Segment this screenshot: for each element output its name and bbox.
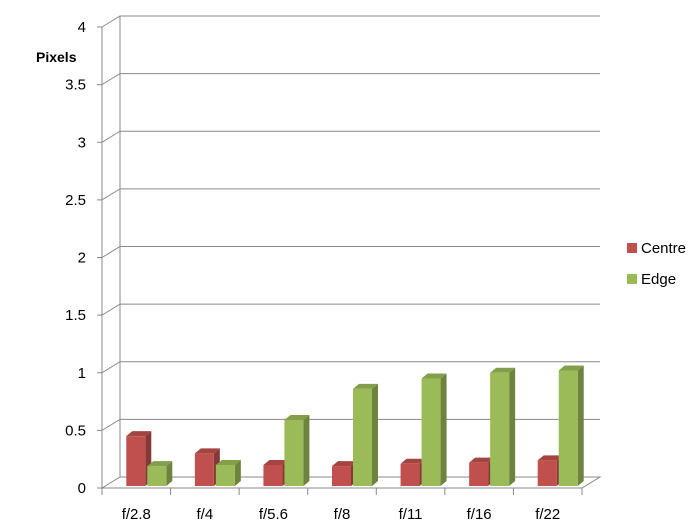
y-tick-label: 0 [78, 480, 86, 497]
x-tick-label: f/16 [467, 506, 492, 523]
x-tick-label: f/5.6 [259, 506, 288, 523]
bar-front [537, 460, 557, 486]
gridline [101, 188, 600, 201]
gridline [101, 361, 600, 374]
legend-item-centre: Centre [627, 240, 686, 257]
bar-top [147, 461, 173, 467]
gridline [101, 303, 600, 316]
y-tick-label: 4 [78, 19, 86, 36]
bar-front [194, 453, 214, 486]
bar-side [577, 365, 584, 486]
chart-walls [100, 16, 602, 489]
legend-label: Centre [641, 240, 686, 257]
bar-edge-f/4 [215, 459, 241, 486]
x-tick-label: f/2.8 [122, 506, 151, 523]
bar-top [421, 373, 447, 379]
y-tick-label: 1 [78, 365, 86, 382]
y-tick-label: 2 [78, 250, 86, 267]
x-tick-label: f/8 [334, 506, 351, 523]
gridline [101, 130, 600, 143]
x-axis-ticks: f/2.8 f/4 f/5.6 f/8 f/11 f/16 f/22 [101, 488, 583, 523]
bar-front [147, 466, 167, 486]
gridline [101, 246, 600, 258]
bar-top [537, 455, 563, 461]
bar-side [234, 459, 241, 486]
bar-front [469, 462, 489, 486]
bar-centre-f/8 [332, 461, 357, 486]
gridline [101, 73, 600, 86]
x-tick-label: f/4 [197, 506, 214, 523]
bar-top [194, 448, 220, 454]
gridline [101, 418, 600, 431]
legend-item-edge: Edge [627, 271, 676, 288]
bar-side [303, 415, 310, 486]
bar-front [400, 463, 420, 486]
bar-edge-f/22 [558, 365, 584, 486]
bar-front [421, 378, 441, 486]
gridlines [101, 15, 600, 431]
bar-side [509, 367, 516, 486]
bar-top [353, 383, 378, 389]
bar-top [215, 459, 241, 465]
bar-top [126, 431, 152, 437]
bar-front [263, 464, 283, 486]
bar-top [469, 457, 495, 463]
bar-top [263, 459, 289, 465]
bar-front [353, 388, 372, 486]
floor [100, 476, 602, 489]
bar-top [400, 458, 426, 464]
bar-edge-f/11 [421, 373, 447, 486]
bar-front [215, 464, 235, 486]
bar-edge-f/8 [353, 383, 378, 486]
gridline [101, 15, 600, 28]
bar-edge-f/16 [490, 367, 516, 486]
y-tick-label: 0.5 [65, 422, 86, 439]
bar-front [126, 436, 146, 486]
bar-top [558, 365, 584, 371]
legend: Centre Edge [627, 240, 686, 288]
bars [126, 365, 584, 486]
x-tick-label: f/22 [535, 506, 560, 523]
bar-side [372, 383, 378, 486]
bar-front [332, 466, 351, 486]
bar-front [558, 370, 578, 486]
bar-front [284, 420, 304, 486]
bar-top [332, 461, 357, 467]
y-tick-label: 3.5 [65, 77, 86, 94]
bar-top [284, 415, 310, 421]
legend-label: Edge [641, 271, 676, 288]
legend-swatch [627, 274, 637, 284]
bar-top [490, 367, 516, 373]
bar-side [440, 373, 447, 486]
y-axis-label: Pixels [36, 49, 77, 65]
y-tick-label: 1.5 [65, 307, 86, 324]
y-axis-ticks: 0 0.5 1 1.5 2 2.5 3 3.5 4 [65, 19, 103, 497]
bar-front [490, 372, 510, 486]
bar-side [166, 461, 173, 486]
bar-edge-f/2.8 [147, 461, 173, 486]
legend-swatch [627, 243, 637, 253]
y-tick-label: 3 [78, 134, 86, 151]
bar-edge-f/5.6 [284, 415, 310, 486]
x-tick-label: f/11 [399, 506, 423, 523]
y-tick-label: 2.5 [65, 192, 86, 209]
